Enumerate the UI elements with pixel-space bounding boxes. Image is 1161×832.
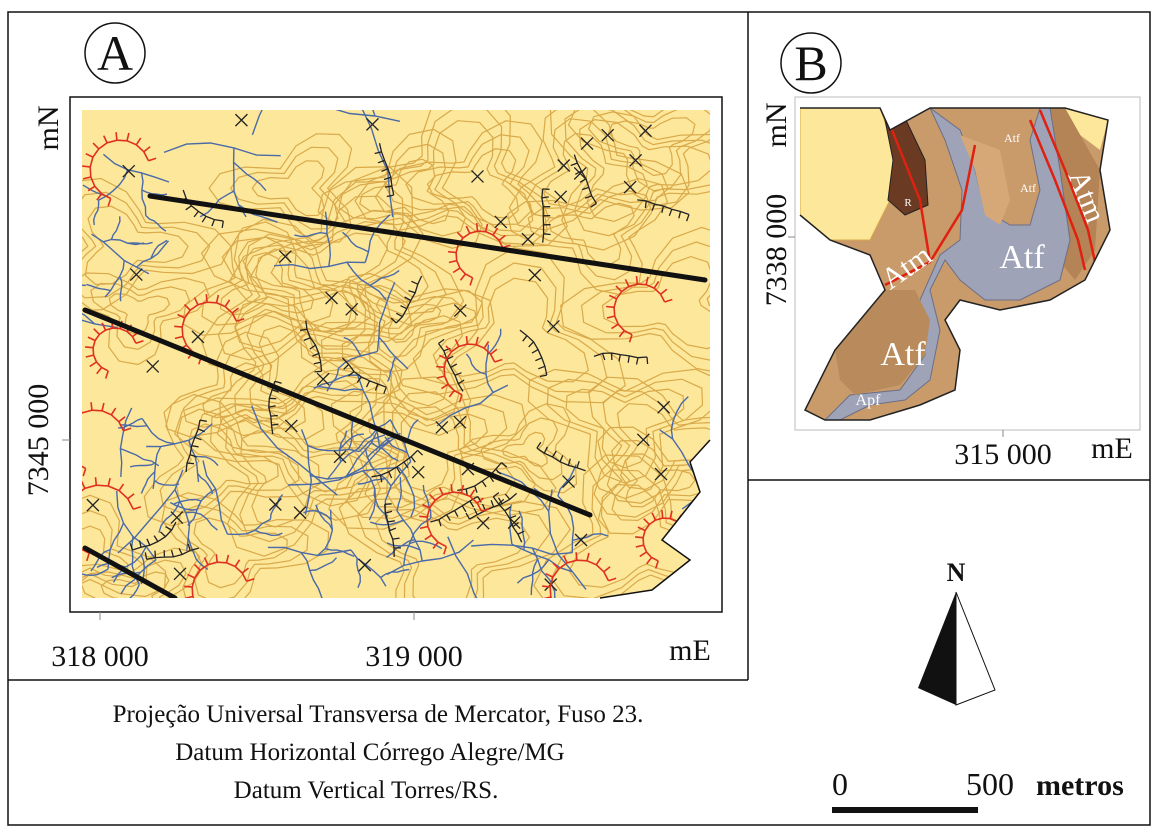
stream: [707, 511, 746, 537]
stream: [48, 284, 86, 295]
stream: [357, 60, 371, 102]
stream: [833, 447, 867, 480]
y-tick-label: 7345 000: [22, 384, 55, 497]
unit-label: Atf: [1004, 131, 1020, 145]
north-label: N: [947, 558, 966, 587]
stream: [16, 253, 39, 285]
stream: [0, 271, 29, 274]
scale-start: 0: [832, 766, 848, 802]
scale-bar: [832, 807, 978, 813]
cross-symbol: [682, 577, 694, 589]
stream: [21, 318, 73, 361]
figure: A B mN 7345 000 318 000 319 000 mE mN 73…: [0, 0, 1161, 832]
x-tick-label: 319 000: [365, 640, 463, 673]
caption-line: Projeção Universal Transversa de Mercato…: [113, 701, 644, 728]
stream: [0, 263, 5, 270]
stream: [0, 279, 38, 286]
panel-label: A: [97, 25, 133, 81]
caption-line: Datum Vertical Torres/RS.: [234, 777, 499, 804]
y-tick-label: 7338 000: [760, 194, 793, 307]
stream: [209, 69, 234, 95]
unit-label: Apf: [856, 392, 882, 409]
stream: [524, 604, 555, 623]
stream: [364, 34, 389, 72]
stream: [2, 354, 32, 378]
x-axis-unit: mE: [669, 634, 711, 667]
x-tick-label: 315 000: [954, 438, 1052, 471]
north-arrow: [956, 592, 995, 705]
stream: [729, 485, 758, 557]
stream: [818, 477, 830, 522]
stream: [775, 461, 849, 480]
panel-label: B: [794, 35, 827, 91]
unit-label: Atf: [1020, 181, 1036, 195]
caption-line: Datum Horizontal Córrego Alegre/MG: [175, 739, 565, 766]
unit-label: R: [904, 197, 912, 209]
stream: [758, 557, 798, 582]
x-axis-unit: mE: [1091, 432, 1133, 465]
stream: [763, 470, 787, 510]
map-a: [0, 31, 867, 649]
y-axis-unit: mN: [32, 106, 65, 151]
unit-label: Atf: [999, 239, 1045, 276]
scale-unit: metros: [1036, 769, 1124, 802]
map-b: [795, 100, 1140, 430]
north-arrow: [918, 592, 956, 705]
x-tick-label: 318 000: [51, 640, 149, 673]
stream: [682, 449, 798, 509]
stream: [222, 64, 278, 82]
stream: [190, 64, 223, 75]
unit-label: Atf: [880, 336, 926, 373]
stream: [331, 85, 369, 105]
stream: [292, 598, 322, 603]
unit-label: Apf: [1041, 306, 1058, 318]
y-axis-unit: mN: [760, 103, 793, 148]
stream: [363, 42, 375, 116]
stream: [5, 263, 52, 308]
scale-end: 500: [966, 766, 1014, 802]
stream: [363, 31, 401, 57]
